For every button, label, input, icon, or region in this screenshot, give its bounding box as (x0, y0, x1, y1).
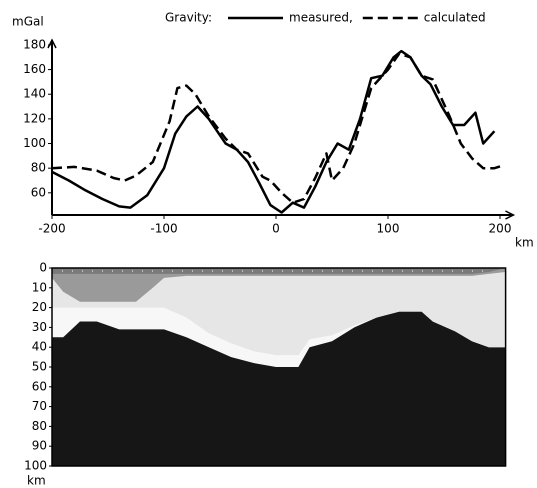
y-tick-label: 180 (23, 37, 46, 51)
section-layer (52, 268, 506, 302)
legend-label: calculated (424, 11, 486, 25)
y-tick-label: 120 (23, 111, 46, 125)
y-tick-label: 100 (23, 136, 46, 150)
y-tick-label: 140 (23, 87, 46, 101)
y-tick-label: 80 (32, 419, 47, 433)
y-tick-label: 90 (32, 439, 47, 453)
legend-title: Gravity: (165, 11, 212, 25)
y-tick-label: 0 (39, 261, 47, 275)
y-tick-label: 60 (31, 185, 46, 199)
legend-label: measured, (289, 11, 353, 25)
y-tick-label: 20 (32, 300, 47, 314)
y-axis-label: mGal (12, 15, 44, 29)
y-tick-label: 70 (32, 399, 47, 413)
y-tick-label: 80 (31, 161, 46, 175)
x-tick-label: 100 (377, 222, 400, 236)
x-tick-label: -100 (150, 222, 177, 236)
y-axis-label: km (27, 474, 46, 488)
series-line (51, 52, 503, 204)
y-tick-label: 40 (32, 340, 47, 354)
x-tick-label: 200 (489, 222, 512, 236)
x-axis-arrow (505, 210, 516, 220)
section-layer (52, 268, 506, 356)
y-tick-label: 30 (32, 320, 47, 334)
x-tick-label: -200 (38, 222, 65, 236)
y-tick-label: 100 (24, 459, 47, 473)
y-tick-label: 50 (32, 360, 47, 374)
y-tick-label: 10 (32, 280, 47, 294)
series-line (51, 49, 496, 214)
y-tick-label: 160 (23, 62, 46, 76)
section-layer (52, 268, 506, 274)
y-tick-label: 60 (32, 379, 47, 393)
x-axis-label: km (515, 236, 534, 250)
x-tick-label: 0 (272, 222, 280, 236)
